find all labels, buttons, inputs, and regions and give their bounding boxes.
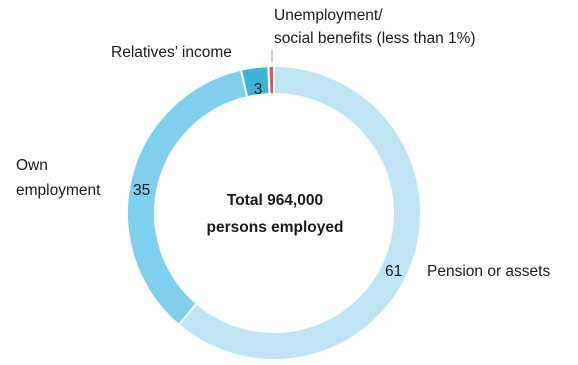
slice-label-unemployment-2: social benefits (less than 1%) [274,30,476,47]
donut-slices [126,64,422,361]
slice-value-relatives-income: 3 [254,81,263,98]
slice-label-unemployment-1: Unemployment/ [274,7,383,24]
center-text-line-2: persons employed [207,219,344,236]
slice-label-relatives-income: Relatives’ income [111,44,232,61]
center-text-line-1: Total 964,000 [227,192,323,209]
slice-value-pension: 61 [385,263,402,280]
slice-label-pension: Pension or assets [427,263,550,280]
donut-slice-unemployment [267,64,275,96]
slice-label-own-employment-2: employment [16,182,101,199]
slice-value-own-employment: 35 [133,182,150,199]
donut-slice-pension [177,64,422,361]
slice-label-own-employment-1: Own [16,157,48,174]
